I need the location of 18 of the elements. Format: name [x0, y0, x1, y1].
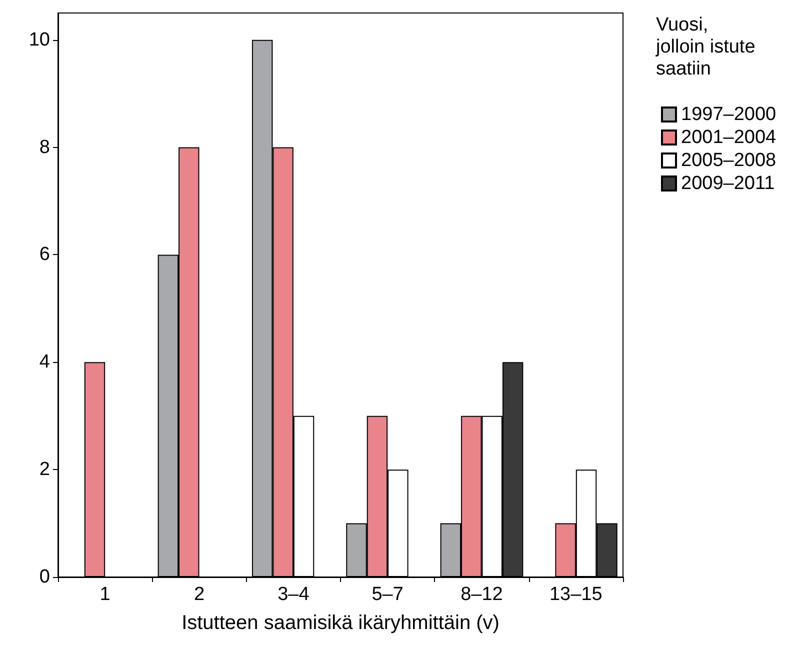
x-tick-label: 5–7: [372, 584, 404, 605]
legend-label: 2001–2004: [681, 127, 777, 148]
legend-label: 1997–2000: [681, 104, 776, 125]
y-tick-label: 10: [28, 29, 50, 50]
y-tick-label: 2: [39, 459, 50, 480]
legend-label: 2005–2008: [681, 150, 776, 171]
x-tick-label: 2: [194, 584, 205, 605]
x-tick-label: 1: [100, 584, 110, 605]
x-tick-label: 8–12: [460, 584, 503, 605]
legend-label: 2009–2011: [681, 173, 775, 194]
y-tick-label: 0: [39, 566, 50, 588]
x-tick-label: 3–4: [278, 584, 310, 605]
x-tick-label: 13–15: [549, 584, 602, 605]
y-tick-label: 6: [39, 244, 50, 266]
legend-title: Vuosi, jolloin istute saatiin: [655, 14, 756, 80]
y-tick-label: 4: [39, 352, 50, 373]
y-tick-label: 8: [39, 136, 50, 158]
x-axis-title: Istutteen saamisikä ikäryhmittäin (v): [182, 612, 500, 634]
